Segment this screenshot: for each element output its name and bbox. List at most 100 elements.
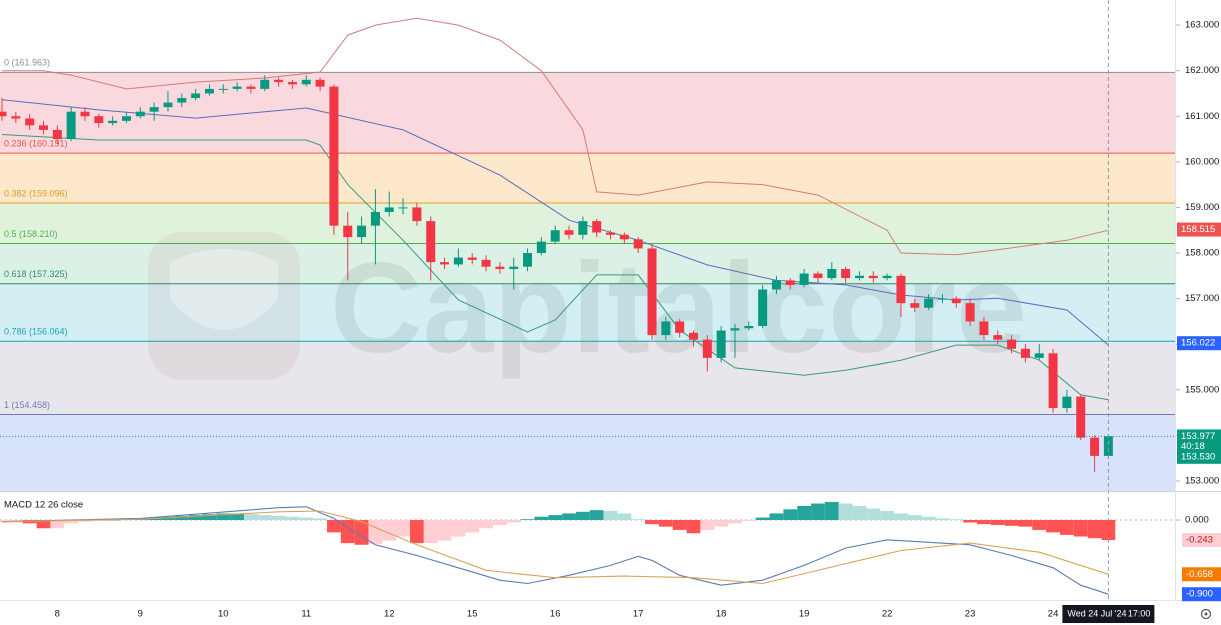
watermark-logo xyxy=(148,232,300,380)
fib-zone xyxy=(0,283,1175,342)
candle-body xyxy=(564,230,574,235)
candle-body xyxy=(440,262,450,265)
fib-zone xyxy=(0,203,1175,244)
candle-body xyxy=(633,239,643,249)
x-tick-label: 12 xyxy=(384,609,395,620)
candle-body xyxy=(592,221,602,233)
histogram-bar xyxy=(202,514,217,521)
crosshair-time: 17:00 xyxy=(1128,608,1151,618)
fib-zone xyxy=(0,341,1175,415)
histogram-bar xyxy=(1032,520,1047,530)
candle-body xyxy=(647,248,657,336)
countdown: 40:18 xyxy=(1181,441,1205,452)
histogram-bar xyxy=(340,520,355,544)
histogram-bar xyxy=(963,520,977,523)
candle-body xyxy=(924,298,934,308)
candle-body xyxy=(398,207,408,209)
candle-body xyxy=(287,82,297,85)
candle-body xyxy=(702,339,712,358)
x-tick-label: 10 xyxy=(218,609,229,620)
histogram-bar xyxy=(299,517,314,521)
candle-body xyxy=(1103,436,1113,456)
histogram-bar xyxy=(783,509,798,521)
macd-tag xyxy=(1182,567,1221,582)
candle-body xyxy=(384,207,394,212)
histogram-bar xyxy=(1004,520,1019,526)
histogram-bar xyxy=(174,515,189,521)
candle-body xyxy=(121,116,131,121)
candle-body xyxy=(343,225,353,238)
x-tick-label: 17 xyxy=(633,609,644,620)
fib-label: 0 (161.963) xyxy=(4,58,50,68)
price-tag xyxy=(1177,336,1221,351)
histogram-bar xyxy=(617,513,632,521)
histogram-bar xyxy=(658,520,673,527)
x-tick-label: 18 xyxy=(716,609,727,620)
macd-title: MACD 12 26 close xyxy=(4,500,83,511)
histogram-bar xyxy=(520,519,535,521)
candle-body xyxy=(246,86,256,89)
histogram-bar xyxy=(811,503,825,521)
fib-zone xyxy=(0,153,1175,204)
candle-body xyxy=(204,88,214,94)
candle-body xyxy=(716,330,726,358)
candle-body xyxy=(149,107,159,112)
x-tick-label: 16 xyxy=(550,609,561,620)
histogram-bar xyxy=(728,520,742,524)
settings-icon[interactable] xyxy=(1200,608,1212,620)
histogram-bar xyxy=(506,520,521,523)
candle-body xyxy=(135,111,145,117)
candle-body xyxy=(882,275,892,279)
candle-body xyxy=(1007,339,1017,349)
macd-tag-label: -0.658 xyxy=(1186,569,1213,580)
crosshair-label-box xyxy=(1062,605,1155,623)
candle-body xyxy=(495,266,505,269)
histogram-bar xyxy=(161,516,175,521)
candle-body xyxy=(232,86,242,89)
histogram-bar xyxy=(50,520,65,529)
candle-body xyxy=(315,79,325,87)
crosshair-date: Wed 24 Jul '24 xyxy=(1067,608,1126,618)
histogram-bar xyxy=(216,513,231,521)
candle-body xyxy=(66,111,76,140)
candle-body xyxy=(412,207,422,222)
histogram-bar xyxy=(465,520,480,533)
histogram-bar xyxy=(230,513,245,521)
price-tag-label: 156.022 xyxy=(1181,338,1215,349)
candle-body xyxy=(730,328,740,331)
price-plot: 0 (161.963) 0.236 (160.191) 0.382 (159.096… xyxy=(0,0,1175,600)
watermark-text: Capitalcore xyxy=(330,237,1027,380)
candle-body xyxy=(191,93,201,99)
candle-body xyxy=(951,298,961,304)
y-tick-label: 155.000 xyxy=(1185,384,1219,395)
histogram-bar xyxy=(1046,520,1060,533)
y-tick-label: 159.000 xyxy=(1185,202,1219,213)
candle-body xyxy=(38,125,48,130)
price-tag xyxy=(1177,429,1221,444)
candle-body xyxy=(744,325,754,329)
histogram-bar xyxy=(64,520,79,524)
candle-body xyxy=(52,129,62,140)
candle-body xyxy=(1076,396,1086,438)
x-tick-label: 24 xyxy=(1048,609,1059,620)
candle-body xyxy=(993,335,1003,340)
x-tick-label: 9 xyxy=(138,609,143,620)
time-axis: 8 9 10 11 12 15 16 17 18 19 22 23 24 Wed 24 Jul '24 17… xyxy=(55,605,1155,623)
price-tag-label: 153.977 xyxy=(1181,431,1215,442)
candle-body xyxy=(80,111,90,117)
candle-body xyxy=(1048,353,1058,409)
candle-body xyxy=(841,268,851,279)
y-tick-label: 157.000 xyxy=(1185,293,1219,304)
candle-body xyxy=(426,221,436,263)
candle-body xyxy=(799,273,809,285)
candle-body xyxy=(177,98,187,103)
histogram-bar xyxy=(977,520,991,525)
histogram-bar xyxy=(589,510,604,521)
candle-body xyxy=(979,321,989,336)
candle-body xyxy=(218,88,228,90)
candle-body xyxy=(94,116,104,124)
histogram-bar xyxy=(492,520,507,525)
histogram-bar xyxy=(396,520,410,537)
settings-icon-dot xyxy=(1204,612,1208,616)
